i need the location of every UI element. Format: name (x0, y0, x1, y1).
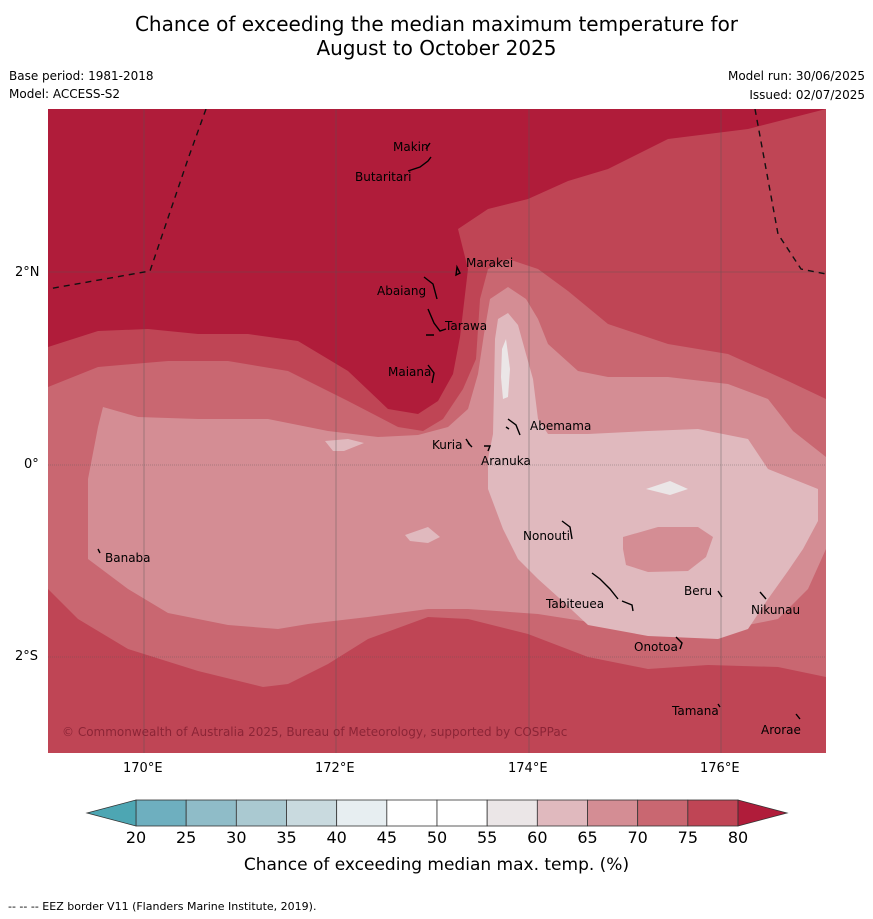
island-outlines (97, 142, 801, 720)
colorbar-swatch (436, 799, 488, 827)
colorbar-swatch (486, 799, 538, 827)
colorbar-swatch (235, 799, 287, 827)
base-period: Base period: 1981-2018 (9, 69, 154, 83)
lon-label-170e: 170°E (123, 761, 163, 776)
colorbar-swatch (587, 799, 639, 827)
colorbar-swatch (336, 799, 388, 827)
colorbar-swatch (135, 799, 187, 827)
lat-label-2s: 2°S (15, 649, 39, 664)
island-onotoa (675, 636, 683, 650)
colorbar (85, 799, 789, 827)
place-makin: Makin (393, 140, 429, 154)
colorbar-tick-label: 75 (677, 828, 698, 847)
eez-border (48, 109, 826, 290)
colorbar-swatch (185, 799, 237, 827)
place-tamana: Tamana (671, 704, 719, 718)
zone-60-65-pocket-a (325, 439, 364, 451)
island-nikunau (759, 591, 767, 600)
colorbar-tick-label: 70 (627, 828, 648, 847)
issued-date: Issued: 02/07/2025 (749, 88, 865, 102)
island-makin (425, 142, 431, 150)
place-beru: Beru (684, 584, 712, 598)
model-run: Model run: 30/06/2025 (727, 69, 865, 83)
model-name: Model: ACCESS-S2 (9, 87, 121, 101)
colorbar-over-arrow (737, 799, 789, 827)
zone-65-70-pocket (623, 527, 713, 572)
grid-lines (48, 109, 826, 753)
eez-border-west (48, 109, 207, 290)
lat-label-2n: 2°N (15, 265, 40, 280)
place-maiana: Maiana (388, 365, 431, 379)
lon-label-172e: 172°E (315, 761, 355, 776)
lat-label-0: 0° (24, 457, 39, 472)
place-tabiteuea: Tabiteuea (545, 597, 604, 611)
colorbar-swatch (637, 799, 689, 827)
place-tarawa: Tarawa (444, 319, 487, 333)
zone-55-60-pocket-a (646, 481, 688, 495)
colorbar-swatch (386, 799, 438, 827)
colorbar-tick-label: 30 (226, 828, 247, 847)
place-onotoa: Onotoa (634, 640, 678, 654)
island-tabiteuea (591, 572, 634, 612)
island-arorae (795, 713, 801, 720)
place-labels: Makin Butaritari Marakei Abaiang Tarawa … (105, 140, 801, 737)
colorbar-tick-label: 40 (326, 828, 347, 847)
colorbar-swatch (687, 799, 739, 827)
map-title-line1: Chance of exceeding the median maximum t… (134, 12, 739, 36)
island-beru (717, 590, 723, 598)
colorbar-title: Chance of exceeding median max. temp. (%… (243, 855, 630, 875)
colorbar-under-arrow (85, 799, 137, 827)
forecast-map: Makin Butaritari Marakei Abaiang Tarawa … (48, 109, 826, 753)
colorbar-tick-label: 80 (727, 828, 749, 847)
place-banaba: Banaba (105, 551, 151, 565)
place-arorae: Arorae (761, 723, 801, 737)
place-abemama: Abemama (530, 419, 591, 433)
island-abemama (505, 418, 521, 436)
place-aranuka: Aranuka (481, 454, 531, 468)
colorbar-swatch (286, 799, 338, 827)
colorbar-swatch (536, 799, 588, 827)
island-tarawa (426, 308, 447, 336)
zone-60-65-pocket-b (405, 527, 440, 543)
eez-border-east (754, 109, 826, 275)
island-aranuka (484, 445, 492, 452)
colorbar-tick-label: 50 (426, 828, 448, 847)
island-marakei (455, 264, 461, 277)
island-butaritari (407, 156, 432, 172)
island-maiana (427, 364, 435, 384)
colorbar-tick-label: 45 (376, 828, 397, 847)
lon-label-174e: 174°E (508, 761, 548, 776)
island-abaiang (423, 276, 438, 300)
zone-60-65 (488, 313, 818, 639)
colorbar-tick-label: 65 (577, 828, 598, 847)
place-nikunau: Nikunau (751, 603, 800, 617)
colorbar-tick-label: 25 (175, 828, 197, 847)
island-nonouti (561, 520, 573, 540)
island-tamana (717, 703, 721, 708)
colorbar-swatches (135, 799, 739, 827)
colorbar-tick-label: 55 (476, 828, 498, 847)
map-title-line2: August to October 2025 (316, 36, 557, 60)
eez-source-note: -- -- -- EEZ border V11 (Flanders Marine… (8, 900, 317, 913)
colorbar-tick-label: 35 (276, 828, 297, 847)
lon-label-176e: 176°E (700, 761, 740, 776)
colorbar-tick-label: 60 (527, 828, 548, 847)
place-marakei: Marakei (466, 256, 513, 270)
colorbar-tick-label: 20 (125, 828, 147, 847)
copyright-notice: © Commonwealth of Australia 2025, Bureau… (62, 725, 567, 739)
zone-55-60-pocket-b (501, 339, 510, 399)
place-butaritari: Butaritari (355, 170, 412, 184)
place-nonouti: Nonouti (523, 529, 570, 543)
place-kuria: Kuria (432, 438, 463, 452)
island-banaba (97, 548, 101, 554)
place-abaiang: Abaiang (377, 284, 426, 298)
island-kuria (465, 438, 473, 448)
